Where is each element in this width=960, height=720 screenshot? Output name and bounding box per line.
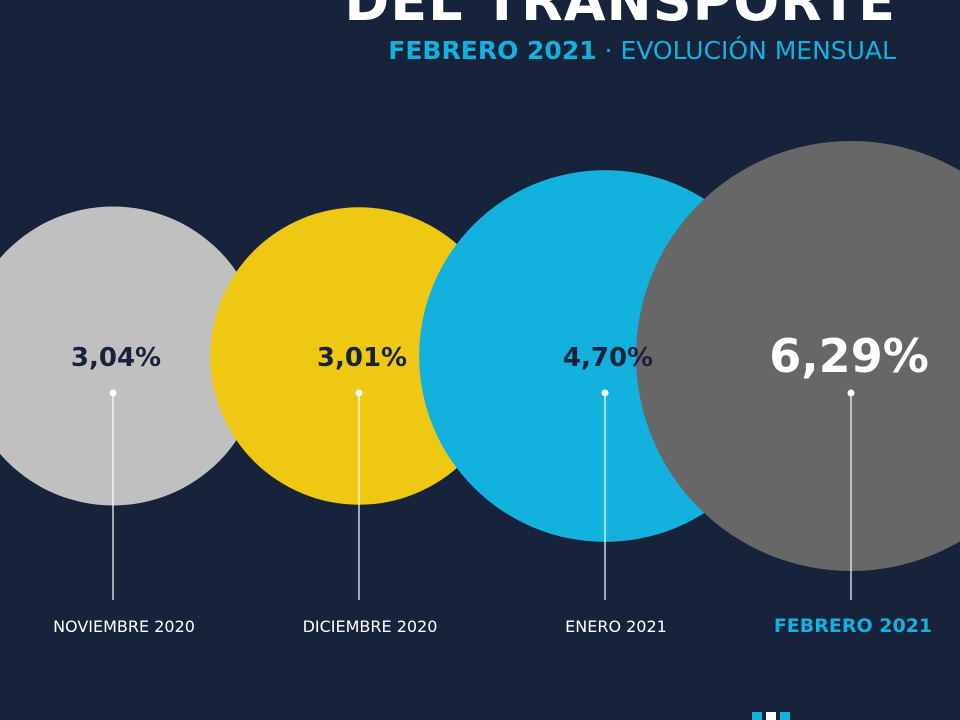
subtitle-description: EVOLUCIÓN MENSUAL	[620, 36, 896, 65]
bubble-1	[210, 207, 508, 505]
subtitle-period: FEBRERO 2021	[388, 36, 597, 65]
value-label-3: 6,29%	[769, 329, 929, 383]
brand-logo	[752, 712, 790, 720]
value-label-0: 3,04%	[71, 343, 161, 373]
page-subtitle: FEBRERO 2021 · EVOLUCIÓN MENSUAL	[388, 36, 896, 65]
month-label-0: NOVIEMBRE 2020	[53, 617, 195, 636]
bubble-3	[636, 141, 960, 571]
month-label-1: DICIEMBRE 2020	[303, 617, 438, 636]
month-label-3: FEBRERO 2021	[774, 615, 932, 637]
page-title: DEL TRANSPORTE	[344, 0, 896, 33]
bubble-0	[0, 206, 263, 506]
value-label-2: 4,70%	[563, 343, 653, 373]
month-label-2: ENERO 2021	[565, 617, 667, 636]
subtitle-separator: ·	[596, 36, 621, 65]
value-label-1: 3,01%	[317, 343, 407, 373]
